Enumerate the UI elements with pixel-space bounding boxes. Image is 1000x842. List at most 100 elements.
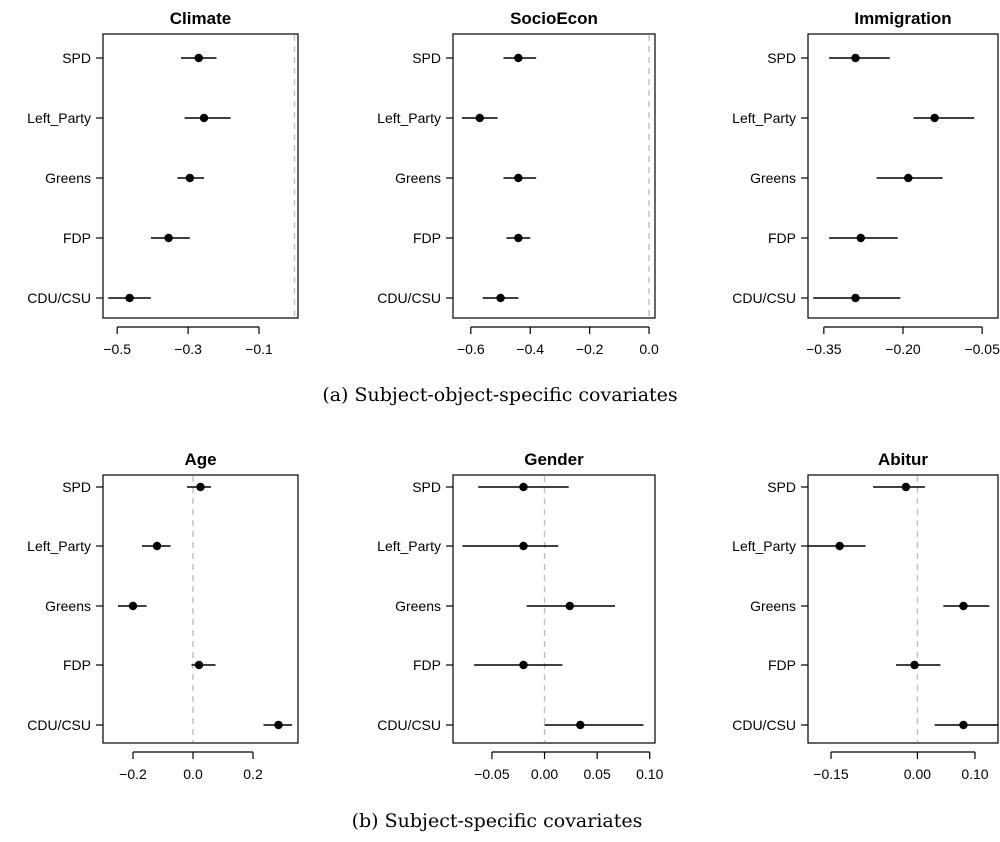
- estimate-point: [519, 541, 528, 551]
- plot-frame: [102, 33, 299, 319]
- x-tick-label: −0.2: [119, 766, 147, 782]
- x-tick-label: −0.35: [806, 341, 842, 357]
- estimate-point: [851, 53, 860, 63]
- y-tick-label: FDP: [413, 230, 441, 246]
- y-tick-label: FDP: [413, 657, 441, 673]
- estimate-point: [519, 482, 528, 492]
- panel-age: Age SPD Left_Party Greens FDP CDU/CSU −0.2 0.0 0…: [27, 450, 299, 782]
- plot-frame: [102, 474, 299, 744]
- estimate-point: [194, 53, 203, 63]
- estimate-point: [904, 173, 913, 183]
- x-tick-label: −0.3: [174, 341, 202, 357]
- y-tick-label: CDU/CSU: [732, 290, 796, 306]
- x-tick-label: −0.20: [885, 341, 921, 357]
- panel-title: SocioEcon: [510, 9, 598, 28]
- y-tick-label: FDP: [63, 230, 91, 246]
- y-tick-label: CDU/CSU: [377, 290, 441, 306]
- panel-gender: Gender SPD Left_Party Greens FDP CDU/CSU −0.05…: [377, 450, 663, 782]
- x-tick-label: 0.00: [531, 766, 558, 782]
- x-tick-label: −0.2: [576, 341, 604, 357]
- estimate-point: [514, 173, 523, 183]
- estimate-point: [959, 720, 968, 730]
- panel-immigration: Immigration SPD Left_Party Greens FDP CDU/CSU…: [732, 9, 1000, 357]
- estimate-point: [128, 601, 138, 611]
- y-tick-label: Left_Party: [27, 538, 91, 554]
- x-tick-label: −0.4: [516, 341, 544, 357]
- panel-title: Climate: [170, 9, 231, 28]
- y-tick-label: Left_Party: [377, 538, 441, 554]
- y-tick-label: CDU/CSU: [27, 717, 91, 733]
- estimate-point: [835, 541, 844, 551]
- estimate-point: [856, 233, 865, 243]
- y-tick-label: FDP: [768, 657, 796, 673]
- y-tick-label: CDU/CSU: [27, 290, 91, 306]
- y-tick-label: FDP: [768, 230, 796, 246]
- estimate-point: [519, 660, 528, 670]
- estimate-point: [851, 293, 860, 303]
- x-tick-label: −0.5: [103, 341, 131, 357]
- y-tick-label: Left_Party: [732, 110, 796, 126]
- plot-frame: [807, 33, 999, 319]
- x-tick-label: −0.05: [474, 766, 510, 782]
- y-tick-label: Greens: [45, 598, 91, 614]
- y-tick-label: Left_Party: [27, 110, 91, 126]
- estimate-point: [930, 113, 939, 123]
- estimate-point: [910, 660, 919, 670]
- x-tick-label: 0.2: [243, 766, 263, 782]
- y-tick-label: SPD: [767, 479, 796, 495]
- estimate-point: [185, 173, 195, 183]
- estimate-point: [475, 113, 484, 123]
- x-tick-label: −0.1: [245, 341, 273, 357]
- estimate-point: [565, 601, 574, 611]
- panel-title: Immigration: [854, 9, 951, 28]
- x-tick-label: 0.05: [584, 766, 611, 782]
- y-tick-label: Left_Party: [732, 538, 796, 554]
- plot-frame: [452, 33, 656, 319]
- x-tick-label: 0.10: [961, 766, 988, 782]
- x-tick-label: −0.05: [964, 341, 1000, 357]
- y-tick-label: SPD: [412, 50, 441, 66]
- estimate-point: [125, 293, 134, 303]
- y-tick-label: Left_Party: [377, 110, 441, 126]
- caption-b: (b) Subject-specific covariates: [352, 810, 643, 832]
- estimate-point: [496, 293, 505, 303]
- estimate-point: [194, 660, 204, 670]
- panel-socioecon: SocioEcon SPD Left_Party Greens FDP CDU/CSU −0…: [377, 9, 659, 357]
- y-tick-label: SPD: [62, 479, 91, 495]
- x-tick-label: 0.00: [904, 766, 931, 782]
- x-tick-label: −0.15: [813, 766, 849, 782]
- panel-title: Age: [184, 450, 216, 469]
- estimate-point: [576, 720, 585, 730]
- y-tick-label: SPD: [767, 50, 796, 66]
- x-tick-label: 0.0: [639, 341, 659, 357]
- y-tick-label: Greens: [45, 170, 91, 186]
- x-tick-label: 0.0: [183, 766, 203, 782]
- estimate-point: [152, 541, 162, 551]
- estimate-point: [514, 53, 523, 63]
- estimate-point: [274, 720, 283, 730]
- estimate-point: [196, 482, 205, 492]
- estimate-point: [164, 233, 173, 243]
- panel-title: Abitur: [878, 450, 928, 469]
- estimate-point: [199, 113, 209, 123]
- y-tick-label: Greens: [750, 598, 796, 614]
- x-tick-label: −0.6: [457, 341, 485, 357]
- y-tick-label: Greens: [395, 598, 441, 614]
- y-tick-label: SPD: [62, 50, 91, 66]
- estimate-point: [901, 482, 911, 492]
- panel-title: Gender: [524, 450, 584, 469]
- estimate-point: [514, 233, 523, 243]
- caption-a: (a) Subject-object-specific covariates: [322, 384, 677, 406]
- y-tick-label: CDU/CSU: [377, 717, 441, 733]
- plot-frame: [807, 474, 999, 744]
- estimate-point: [959, 601, 968, 611]
- y-tick-label: Greens: [395, 170, 441, 186]
- y-tick-label: FDP: [63, 657, 91, 673]
- plot-frame: [452, 474, 656, 744]
- y-tick-label: CDU/CSU: [732, 717, 796, 733]
- x-tick-label: 0.10: [636, 766, 663, 782]
- panel-climate: Climate SPD Left_Party Greens FDP CDU/CSU −0.5…: [27, 9, 299, 357]
- y-tick-label: SPD: [412, 479, 441, 495]
- panel-abitur: Abitur SPD Left_Party Greens FDP CDU/CSU −0.15…: [732, 450, 999, 782]
